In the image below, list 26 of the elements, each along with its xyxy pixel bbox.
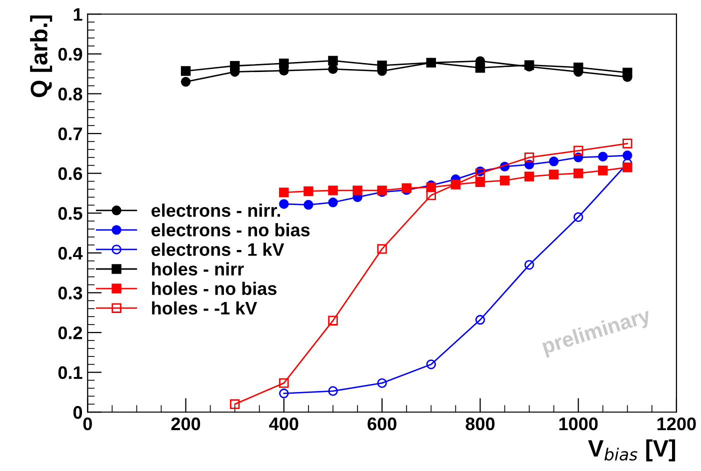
y-tick-label: 0.4 [58,246,83,260]
y-tick-label: 0 [73,406,82,419]
y-tick-label: 1 [74,8,82,21]
y-tick-label: 0.8 [58,88,82,100]
y-tick-label: 0.9 [58,48,82,61]
y-tick-label: 0.1 [58,366,82,380]
x-tick-label: 400 [269,417,298,430]
legend-label: holes - nirr [152,262,244,276]
y-axis-title: Q [arb.] [30,15,52,98]
x-tick-label: 1200 [658,417,696,430]
x-axis-title: V$_{bias}$ [V] [588,439,676,462]
legend-label: electrons - nirr. [152,204,280,217]
x-tick-label: 800 [466,417,495,430]
legend-label: electrons - no bias [152,223,310,236]
x-tick-label: 200 [171,417,200,430]
y-tick-label: 0.7 [58,127,82,140]
y-tick-label: 0.5 [58,207,82,220]
x-tick-label: 600 [368,417,396,430]
legend-label: electrons - 1 kV [152,242,284,256]
y-tick-label: 0.3 [58,286,82,300]
legend-label: holes - no bias [152,282,276,296]
legend-label: holes - -1 kV [152,301,258,315]
y-tick-label: 0.2 [58,326,82,340]
x-tick-label: 1000 [559,417,598,430]
y-tick-label: 0.6 [58,167,82,180]
x-tick-label: 0 [83,417,92,430]
